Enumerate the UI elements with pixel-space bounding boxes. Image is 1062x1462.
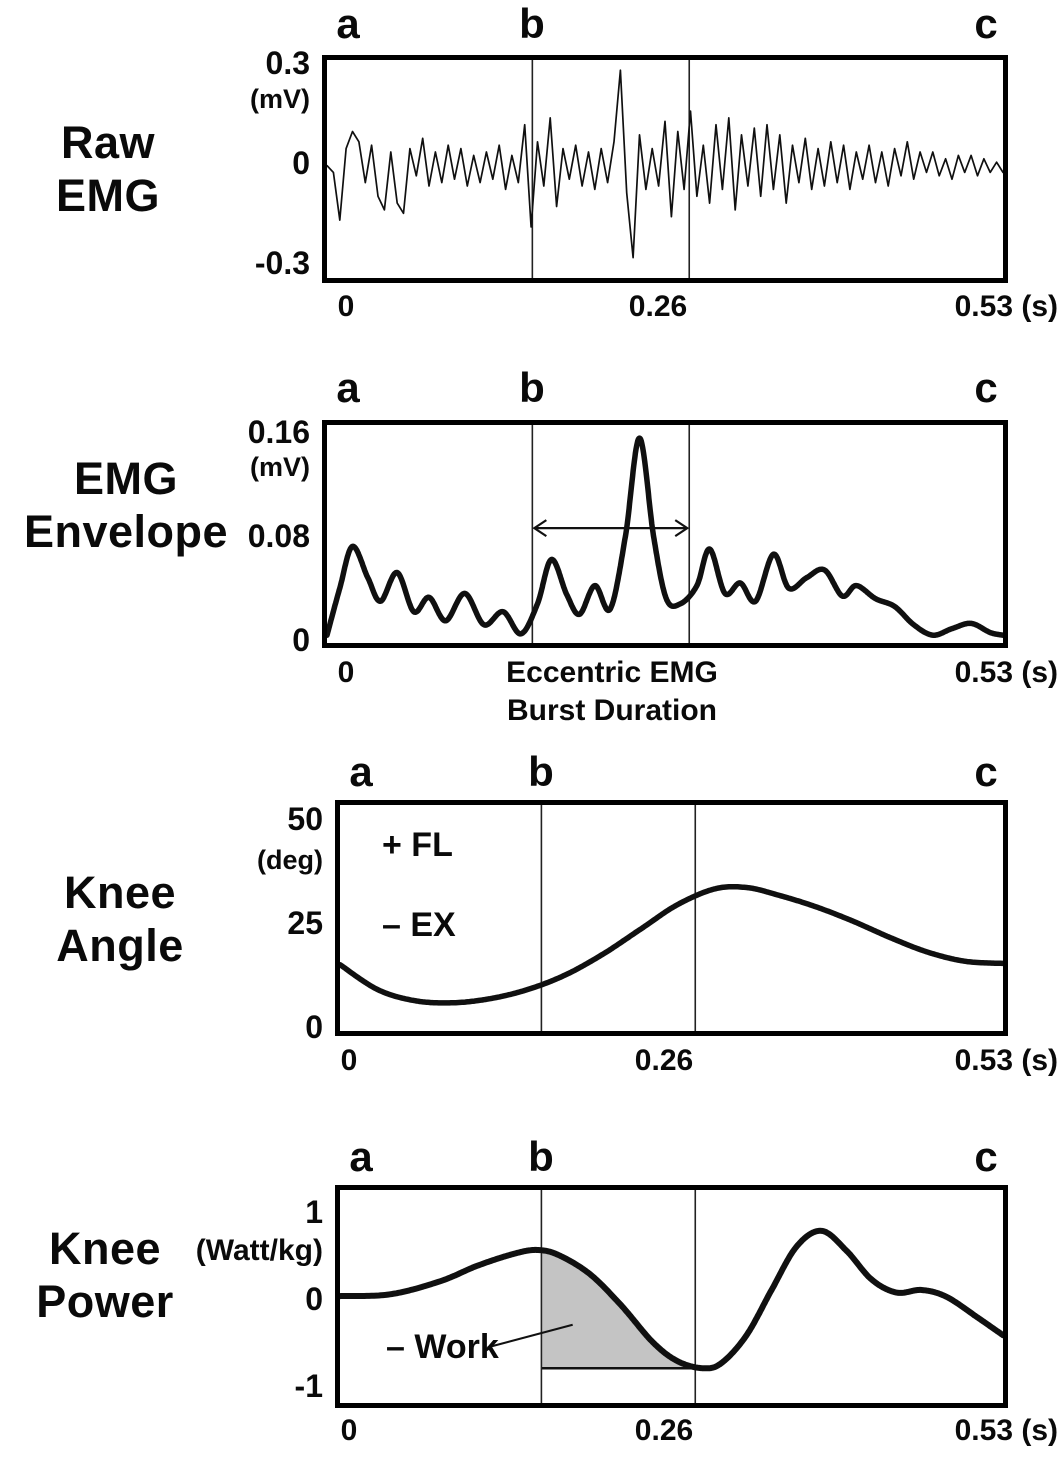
y-tick: 0.3 — [265, 45, 310, 81]
y-tick: 0 — [305, 1009, 323, 1045]
emg-envelope-plot — [327, 425, 1003, 643]
x-tick: 0.26 — [634, 1044, 694, 1077]
y-tick: 0 — [292, 145, 310, 181]
y-tick: 50 — [287, 801, 323, 837]
x-tick: 0.53 (s) — [954, 1044, 1058, 1077]
y-tick: 25 — [287, 905, 323, 941]
panel-title-knee-angle: Knee Angle — [10, 866, 230, 972]
y-tick: -0.3 — [254, 245, 310, 281]
extension-annotation: – EX — [382, 906, 456, 944]
panel-title-knee-power: Knee Power — [0, 1222, 210, 1328]
panel-title-line: EMG — [55, 170, 160, 221]
burst-duration-caption-line: Burst Duration — [507, 694, 717, 727]
event-marker-c: c — [974, 1133, 998, 1180]
y-tick: -1 — [294, 1368, 323, 1404]
event-marker-a: a — [336, 0, 360, 47]
event-marker-b: b — [528, 1133, 554, 1180]
x-tick: 0 — [337, 656, 355, 689]
y-tick: 0.16 — [247, 414, 310, 450]
event-marker-b: b — [519, 0, 545, 47]
y-axis-unit: (mV) — [250, 84, 310, 114]
panel-title-line: EMG — [73, 453, 178, 504]
x-tick: 0 — [340, 1414, 358, 1447]
knee-power-plot — [340, 1190, 1003, 1403]
event-marker-c: c — [974, 0, 998, 47]
event-marker-a: a — [349, 1133, 373, 1180]
panel-title-line: Power — [36, 1276, 174, 1327]
burst-duration-caption-line: Eccentric EMG — [506, 656, 718, 689]
y-tick: 0 — [292, 622, 310, 658]
x-tick: 0.26 — [628, 290, 688, 323]
panel-title-line: Raw — [60, 117, 156, 168]
y-tick: 1 — [305, 1194, 323, 1230]
event-marker-a: a — [349, 748, 373, 795]
knee-power-plot-frame — [335, 1185, 1008, 1408]
panel-title-line: Angle — [56, 920, 184, 971]
y-axis-unit: (mV) — [250, 452, 310, 482]
x-tick: 0.53 (s) — [954, 290, 1058, 323]
panel-title-emg-envelope: EMG Envelope — [0, 452, 252, 558]
event-marker-c: c — [974, 748, 998, 795]
knee-angle-plot-frame — [335, 800, 1008, 1036]
y-axis-unit: (Watt/kg) — [195, 1234, 323, 1267]
x-tick: 0.53 (s) — [954, 1414, 1058, 1447]
emg-envelope-plot-frame — [322, 420, 1008, 648]
raw-emg-plot — [327, 60, 1003, 278]
x-tick: 0.26 — [634, 1414, 694, 1447]
panel-title-line: Envelope — [23, 506, 229, 557]
event-marker-b: b — [519, 364, 545, 411]
x-tick: 0 — [337, 290, 355, 323]
raw-emg-plot-frame — [322, 55, 1008, 283]
y-tick: 0.08 — [247, 518, 310, 554]
x-tick: 0.53 (s) — [954, 656, 1058, 689]
y-tick: 0 — [305, 1281, 323, 1317]
panel-title-line: Knee — [48, 1223, 162, 1274]
y-axis-unit: (deg) — [257, 845, 323, 875]
panel-title-raw-emg: Raw EMG — [8, 116, 208, 222]
x-tick: 0 — [340, 1044, 358, 1077]
negative-work-label: – Work — [386, 1328, 499, 1366]
event-marker-a: a — [336, 364, 360, 411]
flexion-annotation: + FL — [382, 826, 453, 864]
panel-title-line: Knee — [63, 867, 177, 918]
event-marker-b: b — [528, 748, 554, 795]
knee-angle-plot — [340, 805, 1003, 1031]
event-marker-c: c — [974, 364, 998, 411]
